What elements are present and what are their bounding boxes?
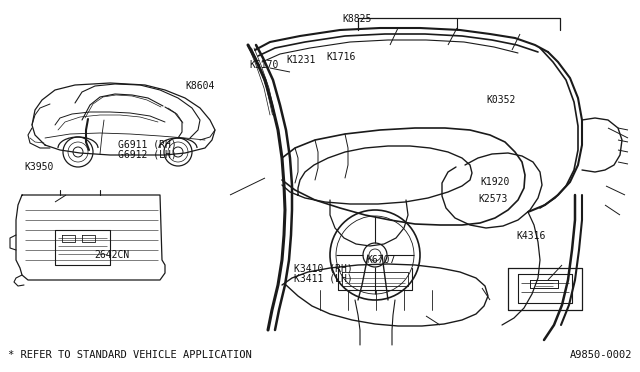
Text: * REFER TO STANDARD VEHICLE APPLICATION: * REFER TO STANDARD VEHICLE APPLICATION xyxy=(8,350,252,360)
Text: K3950: K3950 xyxy=(24,162,54,171)
Text: K4316: K4316 xyxy=(516,231,546,241)
Text: 2642CN: 2642CN xyxy=(94,250,130,260)
Text: K3410 (RH): K3410 (RH) xyxy=(294,264,353,274)
Text: G6911 (RH): G6911 (RH) xyxy=(118,140,177,149)
Text: K5170: K5170 xyxy=(250,60,279,70)
Text: K8825: K8825 xyxy=(342,15,372,24)
Text: K1716: K1716 xyxy=(326,52,356,61)
Text: G6912 (LH): G6912 (LH) xyxy=(118,150,177,159)
Text: K8604: K8604 xyxy=(186,81,215,90)
Text: K1231: K1231 xyxy=(287,55,316,64)
Text: A9850-0002: A9850-0002 xyxy=(570,350,632,360)
Text: K1920: K1920 xyxy=(480,177,509,187)
Text: K2573: K2573 xyxy=(479,194,508,204)
Text: K6707: K6707 xyxy=(366,256,396,265)
Text: K3411 (LH): K3411 (LH) xyxy=(294,273,353,283)
Text: K0352: K0352 xyxy=(486,96,516,105)
